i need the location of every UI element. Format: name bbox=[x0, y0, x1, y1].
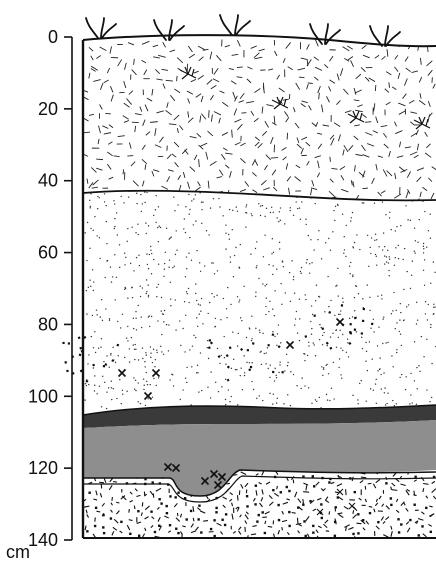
cross-mark-icon bbox=[348, 502, 356, 510]
tick-label: 140 bbox=[28, 530, 58, 550]
cross-mark-icon bbox=[209, 469, 219, 479]
cross-mark-icon bbox=[117, 368, 127, 378]
cross-mark-icon bbox=[213, 480, 223, 490]
grass-tuft-icon bbox=[219, 14, 251, 36]
layer-topsoil bbox=[83, 35, 436, 201]
horizon-boundaries bbox=[81, 34, 436, 539]
tick-label: 120 bbox=[28, 458, 58, 478]
unit-label: cm bbox=[6, 542, 30, 562]
grass-tuft-icon bbox=[85, 17, 117, 39]
grass-tuft-icon bbox=[369, 25, 401, 47]
seam-line bbox=[83, 469, 436, 497]
cross-mark-icon bbox=[217, 472, 227, 482]
root-icon bbox=[271, 96, 289, 110]
cross-mark-icon bbox=[200, 476, 210, 486]
grass-tufts bbox=[85, 14, 401, 47]
root-icon bbox=[179, 66, 197, 80]
tick-label: 20 bbox=[38, 99, 58, 119]
gray-band-crosses bbox=[163, 462, 227, 490]
tick-label: 40 bbox=[38, 171, 58, 191]
layer-eluvial bbox=[62, 190, 436, 415]
cross-mark-icon bbox=[335, 317, 345, 327]
cross-mark-icon bbox=[316, 508, 324, 516]
layer-illuvial bbox=[83, 420, 436, 496]
cross-mark-icon bbox=[143, 391, 153, 401]
root-icon bbox=[347, 110, 365, 124]
grass-tuft-icon bbox=[309, 23, 341, 45]
layer-substrate bbox=[83, 470, 436, 538]
tick-label: 0 bbox=[48, 27, 58, 47]
cross-mark-icon bbox=[285, 340, 295, 350]
cross-mark-icon bbox=[163, 462, 173, 472]
cross-mark-icon bbox=[336, 488, 344, 496]
tick-label: 100 bbox=[28, 386, 58, 406]
tick-label: 60 bbox=[38, 243, 58, 263]
depth-axis: 0 20 40 60 80 100 120 140 cm bbox=[6, 27, 73, 562]
cross-mark-icon bbox=[151, 368, 161, 378]
layer-dark-band bbox=[83, 405, 436, 428]
grass-tuft-icon bbox=[153, 19, 185, 41]
cross-mark-icon bbox=[171, 463, 181, 473]
tick-label: 80 bbox=[38, 314, 58, 334]
root-icon bbox=[413, 116, 431, 130]
